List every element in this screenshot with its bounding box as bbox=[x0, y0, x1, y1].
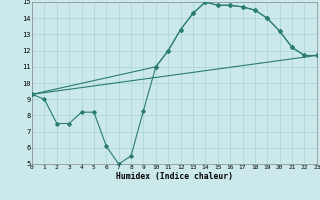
X-axis label: Humidex (Indice chaleur): Humidex (Indice chaleur) bbox=[116, 172, 233, 181]
